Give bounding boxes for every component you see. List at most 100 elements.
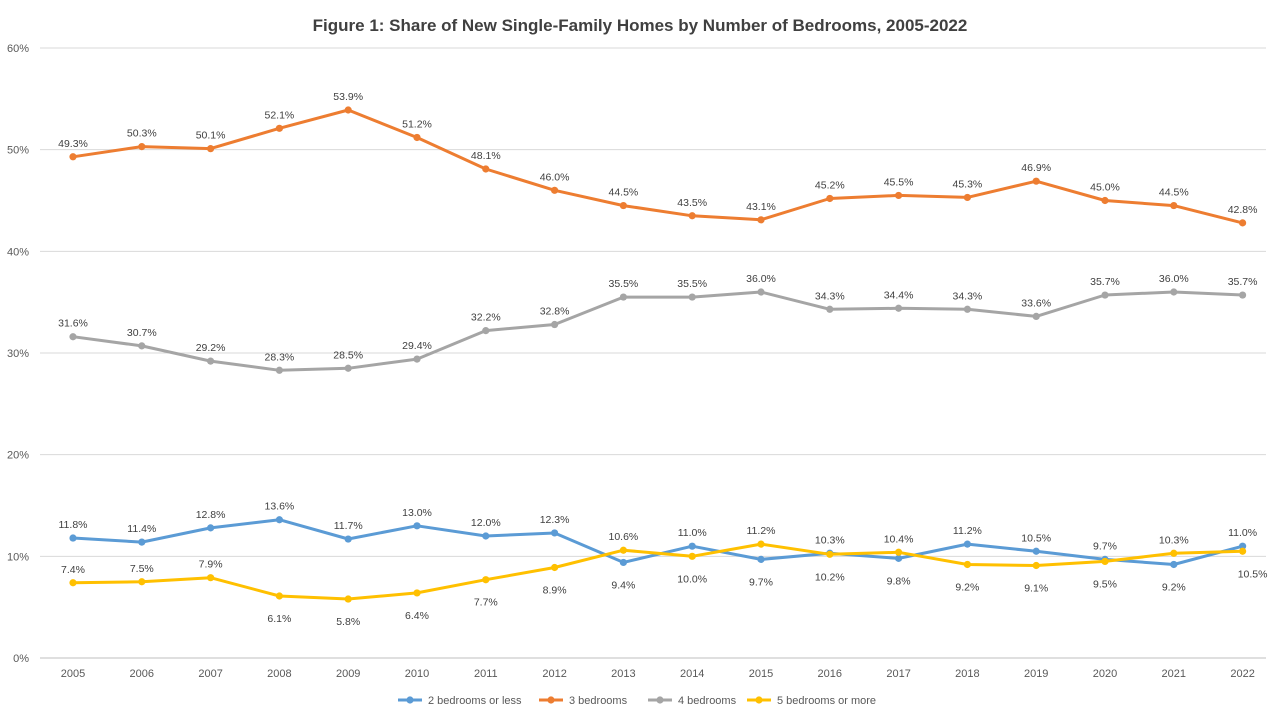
data-point — [895, 548, 903, 556]
data-point — [1032, 547, 1040, 555]
data-label: 6.4% — [405, 610, 429, 622]
x-tick-label: 2010 — [405, 668, 429, 680]
data-label: 45.5% — [884, 176, 914, 188]
data-label: 35.5% — [609, 278, 639, 290]
data-label: 11.0% — [678, 527, 707, 539]
data-point — [1239, 542, 1247, 550]
legend-label: 5 bedrooms or more — [777, 695, 876, 707]
x-tick-label: 2012 — [542, 668, 566, 680]
data-point — [895, 191, 903, 200]
data-label: 10.3% — [1159, 534, 1189, 546]
data-label: 7.5% — [130, 563, 154, 575]
data-label: 53.9% — [333, 91, 363, 103]
data-point — [963, 193, 972, 202]
data-label: 12.3% — [540, 514, 570, 526]
data-label: 9.7% — [749, 576, 773, 588]
series-line — [71, 542, 1245, 601]
legend-label: 2 bedrooms or less — [428, 695, 522, 707]
data-label: 49.3% — [58, 138, 88, 150]
data-point — [275, 516, 283, 524]
data-point — [69, 333, 77, 341]
data-point — [344, 595, 352, 603]
data-point — [551, 320, 559, 329]
data-label: 29.4% — [402, 340, 432, 352]
data-label: 32.8% — [540, 306, 570, 318]
data-point — [757, 555, 765, 563]
data-point — [207, 145, 215, 153]
x-tick-label: 2006 — [130, 668, 154, 680]
legend-label: 4 bedrooms — [678, 695, 737, 707]
legend-marker — [547, 696, 555, 704]
data-label: 11.4% — [127, 523, 156, 535]
chart-title: Figure 1: Share of New Single-Family Hom… — [312, 16, 968, 35]
data-point — [1170, 560, 1178, 569]
data-label: 9.1% — [1024, 582, 1048, 594]
data-label: 33.6% — [1021, 297, 1051, 309]
data-label: 50.3% — [127, 128, 157, 140]
data-point — [207, 574, 215, 582]
y-tick-label: 60% — [7, 43, 29, 55]
data-point — [138, 342, 146, 350]
data-point — [895, 554, 903, 562]
data-label: 10.4% — [884, 533, 914, 545]
data-point — [757, 288, 765, 296]
data-point — [344, 106, 352, 114]
data-label: 32.2% — [471, 312, 501, 324]
data-point — [619, 293, 628, 301]
data-label: 7.9% — [199, 559, 223, 571]
x-tick-label: 2022 — [1230, 668, 1254, 680]
data-label: 8.9% — [543, 585, 567, 597]
data-point — [344, 364, 352, 372]
data-point — [344, 535, 352, 543]
series-line — [71, 108, 1245, 225]
data-point — [69, 153, 77, 161]
x-tick-label: 2021 — [1162, 668, 1186, 680]
data-point — [138, 578, 146, 586]
data-point — [413, 522, 421, 530]
legend-marker — [656, 696, 664, 704]
data-label: 11.7% — [334, 520, 363, 532]
data-point — [69, 534, 77, 542]
y-tick-label: 20% — [7, 450, 29, 462]
x-tick-label: 2007 — [198, 668, 222, 680]
x-tick-label: 2014 — [680, 668, 704, 680]
data-label: 10.0% — [677, 573, 707, 585]
y-tick-label: 30% — [7, 348, 29, 360]
data-label: 35.7% — [1228, 276, 1258, 288]
data-point — [551, 186, 559, 194]
data-label: 9.7% — [1093, 540, 1117, 552]
data-point — [69, 579, 77, 587]
data-label: 48.1% — [471, 150, 501, 162]
data-label: 7.7% — [474, 597, 498, 609]
data-point — [1170, 201, 1178, 210]
data-label: 46.0% — [540, 171, 570, 183]
data-label: 11.8% — [59, 519, 88, 531]
data-label: 51.2% — [402, 118, 432, 130]
data-label: 45.0% — [1090, 182, 1120, 194]
data-label: 43.1% — [746, 201, 776, 213]
x-tick-label: 2015 — [749, 668, 773, 680]
x-tick-label: 2017 — [886, 668, 910, 680]
data-label: 46.9% — [1021, 162, 1051, 174]
data-point — [619, 201, 628, 210]
data-label: 31.6% — [58, 318, 88, 330]
data-label: 36.0% — [1159, 273, 1189, 285]
data-point — [1239, 219, 1247, 227]
data-point — [275, 592, 283, 600]
data-label: 10.3% — [815, 534, 845, 546]
data-label: 11.2% — [953, 525, 982, 537]
y-tick-label: 10% — [7, 551, 29, 563]
data-point — [413, 133, 421, 142]
data-label: 35.5% — [677, 278, 707, 290]
y-tick-label: 40% — [7, 246, 29, 258]
data-label: 45.3% — [953, 178, 983, 190]
data-label: 34.3% — [953, 290, 983, 302]
data-point — [482, 532, 490, 540]
data-label: 11.0% — [1228, 527, 1257, 539]
data-label: 42.8% — [1228, 204, 1258, 216]
data-label: 34.3% — [815, 290, 845, 302]
data-point — [207, 357, 215, 365]
legend-marker — [755, 696, 763, 704]
data-label: 10.5% — [1238, 568, 1268, 580]
